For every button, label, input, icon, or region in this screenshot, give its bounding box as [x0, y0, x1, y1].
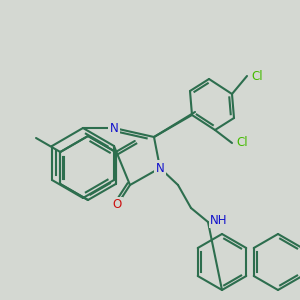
Text: N: N	[110, 122, 118, 134]
Text: Cl: Cl	[236, 136, 248, 149]
Text: N: N	[156, 161, 164, 175]
Text: Cl: Cl	[251, 70, 262, 83]
Text: O: O	[112, 199, 122, 212]
Text: NH: NH	[210, 214, 227, 226]
